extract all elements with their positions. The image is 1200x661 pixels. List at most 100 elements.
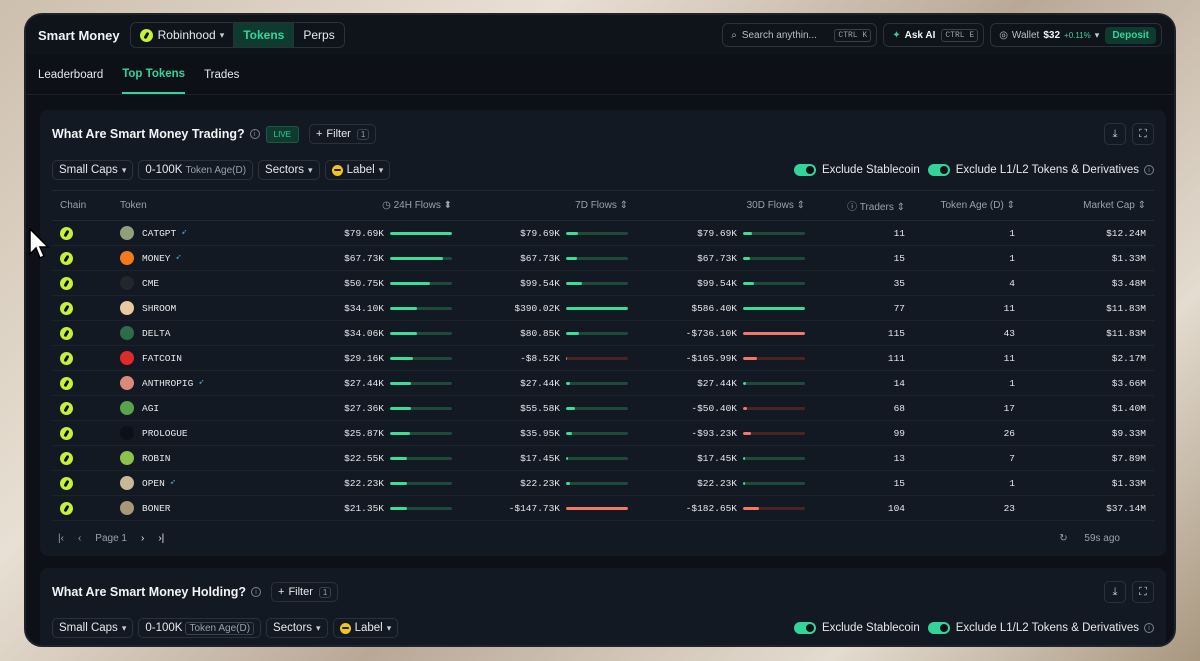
small-caps-label: Small Caps <box>59 622 118 634</box>
next-page-icon[interactable]: › <box>140 532 145 544</box>
deposit-button[interactable]: Deposit <box>1105 26 1156 44</box>
toggle-switch[interactable] <box>793 164 816 176</box>
small-caps-dropdown[interactable]: Small Caps ▾ <box>52 618 134 638</box>
token-cell[interactable]: FATCOIN <box>112 345 292 371</box>
flow-bar-fill <box>390 481 408 485</box>
token-name: AGI <box>142 402 160 414</box>
flow-value: -$147.73K <box>508 502 560 514</box>
label-dropdown[interactable]: Label ▾ <box>324 160 391 180</box>
token-age-filter[interactable]: 0-100K Token Age(D) <box>138 160 254 180</box>
token-cell[interactable]: ANTHROPIG ➶ <box>112 370 292 396</box>
col-label: 24H Flows <box>393 200 441 211</box>
token-cell[interactable]: PROLOGUE <box>112 420 292 446</box>
col-token[interactable]: Token <box>112 190 292 221</box>
prev-page-icon[interactable]: ‹ <box>77 532 82 544</box>
table-row[interactable]: ROBIN $22.55K $17.45K $17.45K 13 7 $7.89M <box>52 445 1154 471</box>
sectors-dropdown[interactable]: Sectors ▾ <box>266 618 328 638</box>
tab-trades[interactable]: Trades <box>204 68 240 81</box>
tab-perps[interactable]: Perps <box>303 28 335 42</box>
flow-bar <box>390 331 452 335</box>
flow-cell: $21.35K <box>292 495 460 521</box>
toggle-switch[interactable] <box>793 622 816 634</box>
traders-cell: 111 <box>813 345 913 371</box>
flow-value: $34.10K <box>344 302 384 314</box>
table-row[interactable]: FATCOIN $29.16K -$8.52K -$165.99K 111 11 $2.17… <box>52 345 1154 371</box>
flow-cell: -$8.52K <box>460 345 636 371</box>
exclude-l1l2-toggle[interactable]: Exclude L1/L2 Tokens & Derivatives i <box>927 622 1154 634</box>
label-dropdown[interactable]: Label ▾ <box>332 618 399 638</box>
small-caps-dropdown[interactable]: Small Caps ▾ <box>52 160 134 180</box>
table-row[interactable]: CATGPT ➶ $79.69K $79.69K $79.69K 11 1 $12.24M <box>52 220 1154 246</box>
fullscreen-icon[interactable]: ⛶ <box>1132 123 1154 145</box>
wallet-button[interactable]: ◎ Wallet $32 +0.11% ▾ Deposit <box>990 23 1162 47</box>
token-cell[interactable]: ROBIN <box>112 445 292 471</box>
search-input[interactable]: ⌕ Search anythin... CTRL K <box>722 23 878 47</box>
table-row[interactable]: DELTA $34.06K $80.85K -$736.10K 115 43 $11.83M <box>52 320 1154 346</box>
token-cell[interactable]: DELTA <box>112 320 292 346</box>
flow-value: $29.16K <box>344 352 384 364</box>
filter-label: Filter <box>326 128 351 140</box>
token-cell[interactable]: MONEY ➶ <box>112 245 292 271</box>
twitter-bird-icon[interactable]: ➶ <box>175 253 181 263</box>
toggle-switch[interactable] <box>927 622 950 634</box>
table-row[interactable]: SHROOM $34.10K $390.02K $586.40K 77 11 $11.83M <box>52 295 1154 321</box>
flow-value: $99.54K <box>520 277 560 289</box>
holding-title: What Are Smart Money Holding? <box>52 585 246 599</box>
twitter-bird-icon[interactable]: ➶ <box>181 228 187 238</box>
info-icon[interactable]: i <box>1144 623 1154 633</box>
ask-ai-button[interactable]: ✦ Ask AI CTRL E <box>883 23 985 47</box>
filter-button[interactable]: + Filter 1 <box>271 582 339 602</box>
table-row[interactable]: AGI $27.36K $55.58K -$50.40K 68 17 $1.40M <box>52 395 1154 421</box>
flow-cell: $27.44K <box>636 370 813 396</box>
table-row[interactable]: MONEY ➶ $67.73K $67.73K $67.73K 15 1 $1.33M <box>52 245 1154 271</box>
info-icon[interactable]: i <box>1144 165 1154 175</box>
fullscreen-icon[interactable]: ⛶ <box>1132 581 1154 603</box>
table-row[interactable]: CME $50.75K $99.54K $99.54K 35 4 $3.48M <box>52 270 1154 296</box>
first-page-icon[interactable]: |‹ <box>58 532 64 544</box>
chain-selector[interactable]: Robinhood ▾ <box>131 23 235 47</box>
filter-button[interactable]: + Filter 1 <box>308 124 377 144</box>
exclude-l1l2-toggle[interactable]: Exclude L1/L2 Tokens & Derivatives i <box>927 164 1154 176</box>
col-30d-flows[interactable]: 30D Flows ⇕ <box>636 190 813 221</box>
info-icon[interactable]: i <box>251 587 261 597</box>
tab-top-tokens[interactable]: Top Tokens <box>122 55 186 94</box>
col-token-age[interactable]: Token Age (D) ⇕ <box>913 190 1023 221</box>
sectors-dropdown[interactable]: Sectors ▾ <box>258 160 320 180</box>
toggle-switch[interactable] <box>927 164 950 176</box>
last-page-icon[interactable]: ›| <box>158 532 165 544</box>
market-cap-cell: $1.33M <box>1023 245 1154 271</box>
table-row[interactable]: PROLOGUE $25.87K $35.95K -$93.23K 99 26 $9.33M <box>52 420 1154 446</box>
col-market-cap[interactable]: Market Cap ⇕ <box>1023 190 1154 221</box>
chain-cell <box>52 420 112 446</box>
table-row[interactable]: OPEN ➶ $22.23K $22.23K $22.23K 15 1 $1.33M <box>52 470 1154 496</box>
token-cell[interactable]: OPEN ➶ <box>112 470 292 496</box>
token-cell[interactable]: SHROOM <box>112 295 292 321</box>
market-cap-cell: $3.66M <box>1023 370 1154 396</box>
tab-leaderboard[interactable]: Leaderboard <box>38 68 104 81</box>
download-icon[interactable]: ⤓ <box>1104 581 1126 603</box>
flow-cell: $99.54K <box>636 270 813 296</box>
info-icon[interactable]: i <box>249 129 260 139</box>
exclude-stablecoin-toggle[interactable]: Exclude Stablecoin <box>793 622 920 634</box>
token-cell[interactable]: AGI <box>112 395 292 421</box>
flow-cell: -$50.40K <box>636 395 813 421</box>
col-chain[interactable]: Chain <box>52 190 112 221</box>
col-7d-flows[interactable]: 7D Flows ⇕ <box>460 190 636 221</box>
twitter-bird-icon[interactable]: ➶ <box>198 378 204 388</box>
table-row[interactable]: ANTHROPIG ➶ $27.44K $27.44K $27.44K 14 1 $3.66M <box>52 370 1154 396</box>
token-avatar-icon <box>120 401 134 415</box>
token-cell[interactable]: CATGPT ➶ <box>112 220 292 246</box>
col-traders[interactable]: ⓘ Traders ⇕ <box>813 190 913 221</box>
token-avatar-icon <box>120 426 134 440</box>
twitter-bird-icon[interactable]: ➶ <box>169 478 176 488</box>
exclude-stablecoin-toggle[interactable]: Exclude Stablecoin <box>793 164 920 176</box>
download-icon[interactable]: ⤓ <box>1104 123 1126 145</box>
token-name: BONER <box>142 502 171 514</box>
token-cell[interactable]: CME <box>112 270 292 296</box>
flow-bar-fill <box>743 356 758 360</box>
tab-tokens[interactable]: Tokens <box>234 23 295 47</box>
token-age-filter[interactable]: 0-100K Token Age(D) <box>138 618 262 638</box>
table-row[interactable]: BONER $21.35K -$147.73K -$182.65K 104 23 $37.1… <box>52 495 1154 521</box>
token-cell[interactable]: BONER <box>112 495 292 521</box>
col-24h-flows[interactable]: ◷ 24H Flows ⬍ <box>292 190 460 221</box>
